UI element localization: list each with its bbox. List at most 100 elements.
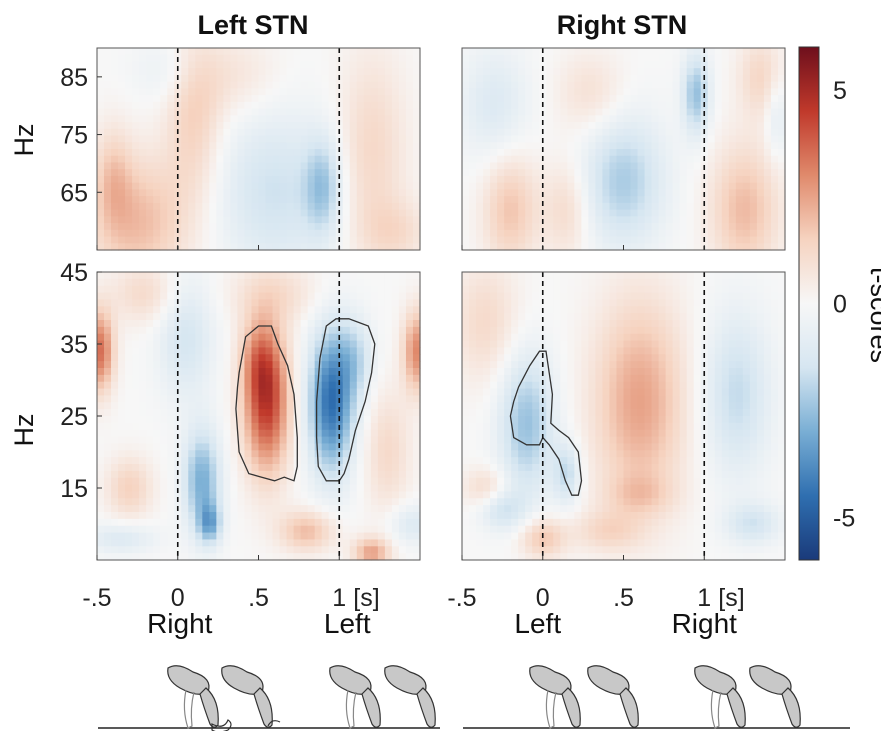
heatmap-cell (462, 347, 470, 355)
heatmap-cell (251, 128, 260, 137)
heatmap-cell (398, 61, 407, 69)
heatmap-cell (167, 381, 175, 390)
heatmap-cell (167, 142, 175, 150)
heatmap-cell (405, 61, 414, 69)
heatmap-cell (616, 243, 625, 251)
heatmap-cell (490, 155, 498, 164)
heatmap-cell (469, 333, 477, 342)
heatmap-cell (118, 518, 126, 527)
heatmap-cell (230, 354, 239, 362)
heatmap-cell (118, 182, 126, 190)
heatmap-cell (237, 88, 246, 96)
heatmap-cell (342, 223, 351, 231)
heatmap-cell (167, 512, 175, 520)
heatmap-cell (167, 169, 175, 177)
heatmap-cell (665, 243, 674, 251)
heatmap-cell (469, 491, 477, 499)
heatmap-cell (181, 272, 189, 280)
heatmap-cell (188, 395, 196, 403)
heatmap-cell (258, 320, 267, 328)
heatmap-cell (609, 54, 618, 63)
heatmap-cell (763, 61, 772, 69)
heatmap-cell (363, 347, 372, 355)
heatmap-cell (167, 155, 175, 164)
heatmap-cell (616, 101, 625, 110)
heatmap-cell (363, 88, 372, 96)
heatmap-cell (97, 374, 105, 383)
heatmap-cell (405, 416, 414, 424)
heatmap-cell (469, 457, 477, 465)
heatmap-cell (574, 74, 582, 83)
heatmap-cell (314, 347, 323, 355)
heatmap-cell (349, 135, 358, 143)
heatmap-cell (476, 532, 484, 541)
heatmap-cell (251, 74, 260, 83)
heatmap-cell (307, 292, 316, 301)
heatmap-cell (384, 306, 393, 314)
heatmap-cell (314, 95, 323, 103)
heatmap-cell (609, 101, 618, 110)
heatmap-cell (223, 361, 232, 369)
heatmap-cell (97, 149, 105, 157)
heatmap-cell (384, 115, 393, 123)
heatmap-cell (412, 95, 421, 103)
heatmap-cell (314, 48, 323, 56)
heatmap-cell (258, 128, 267, 137)
heatmap-cell (335, 292, 344, 301)
heatmap-cell (567, 81, 575, 89)
heatmap-cell (707, 175, 716, 184)
heatmap-cell (511, 216, 519, 224)
heatmap-cell (230, 236, 239, 244)
heatmap-cell (160, 95, 168, 103)
heatmap-cell (314, 525, 323, 534)
heatmap-cell (595, 61, 604, 69)
heatmap-cell (146, 229, 154, 238)
heatmap-cell (384, 162, 393, 170)
heatmap-cell (118, 525, 126, 534)
heatmap-cell (251, 409, 260, 417)
heatmap-cell (244, 416, 253, 424)
heatmap-cell (476, 333, 484, 342)
heatmap-cell (104, 457, 112, 465)
heatmap-cell (469, 209, 477, 217)
heatmap-cell (342, 313, 351, 321)
heatmap-cell (181, 361, 189, 369)
heatmap-cell (497, 409, 505, 417)
heatmap-cell (314, 135, 323, 143)
heatmap-cell (391, 169, 400, 177)
heatmap-cell (714, 135, 723, 143)
heatmap-cell (300, 108, 309, 116)
heatmap-cell (349, 272, 358, 280)
heatmap-cell (251, 491, 260, 499)
heatmap-cell (525, 149, 533, 157)
heatmap-cell (504, 216, 512, 224)
heatmap-cell (314, 189, 323, 197)
heatmap-cell (384, 182, 393, 190)
heatmap-cell (111, 464, 119, 472)
heatmap-cell (314, 142, 323, 150)
heatmap-cell (188, 313, 196, 321)
heatmap-cell (497, 115, 505, 123)
heatmap-cell (574, 88, 582, 96)
heatmap-cell (532, 229, 540, 238)
heatmap-cell (160, 409, 168, 417)
heatmap-cell (244, 48, 253, 56)
heatmap-cell (237, 135, 246, 143)
heatmap-cell (153, 313, 161, 321)
heatmap-cell (139, 236, 147, 244)
heatmap-cell (405, 216, 414, 224)
heatmap-cell (293, 142, 302, 150)
heatmap-cell (658, 108, 667, 116)
heatmap-cell (181, 61, 189, 69)
heatmap-cell (181, 202, 189, 211)
heatmap-cell (335, 285, 344, 294)
heatmap-cell (146, 505, 154, 513)
heatmap-cell (230, 48, 239, 56)
heatmap-cell (160, 216, 168, 224)
heatmap-cell (258, 122, 267, 130)
x-tick-label: .5 (248, 584, 269, 612)
heatmap-cell (342, 470, 351, 479)
heatmap-cell (244, 135, 253, 143)
heatmap-cell (139, 498, 147, 506)
event-label: Right (147, 608, 213, 639)
